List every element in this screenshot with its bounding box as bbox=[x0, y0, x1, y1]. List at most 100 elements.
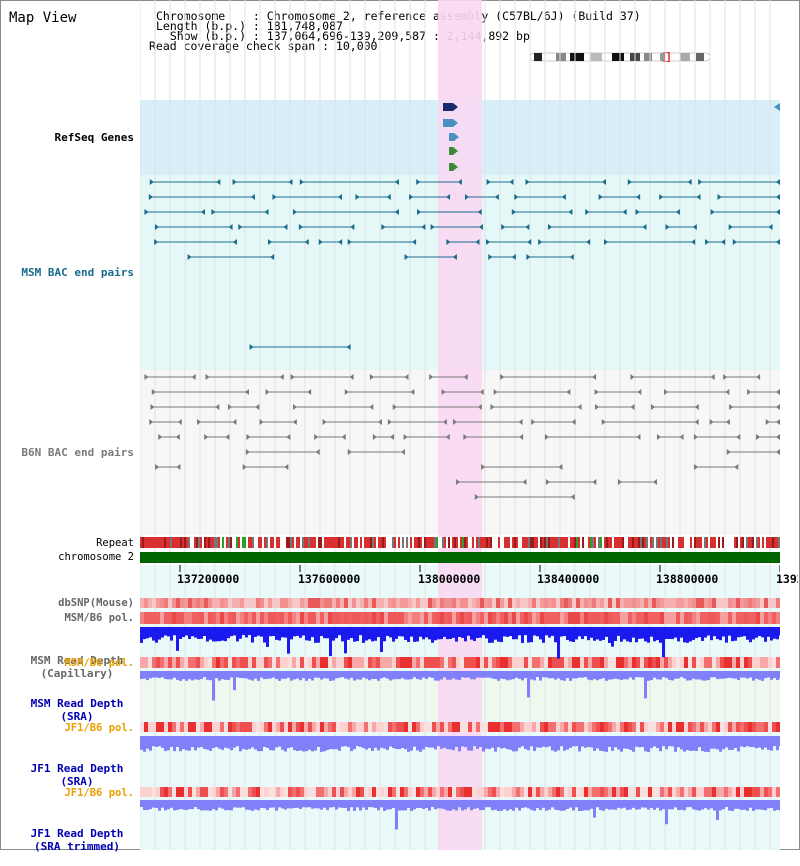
b6n-bac-label: B6N BAC end pairs bbox=[21, 446, 134, 459]
msm-bac-end bbox=[692, 224, 697, 230]
jf1-sra-trimmed-depth-bar bbox=[179, 800, 182, 810]
b6n-bac-end bbox=[479, 389, 484, 395]
repeat-segment bbox=[324, 537, 326, 548]
msm-capillary-depth-bar bbox=[272, 627, 275, 637]
msm-b6-pol-cell bbox=[532, 657, 536, 668]
jf1-sra-trimmed-depth-bar bbox=[674, 800, 677, 808]
jf1-b6-pol-cell bbox=[236, 787, 240, 797]
msm-b6-pol-cell bbox=[520, 612, 524, 624]
repeat-segment bbox=[456, 537, 458, 548]
repeat-segment bbox=[480, 537, 482, 548]
msm-sra-depth-bar bbox=[629, 671, 632, 678]
msm-capillary-depth-bar bbox=[587, 627, 590, 641]
jf1-sra-trimmed-depth-bar bbox=[767, 800, 770, 809]
jf1-b6-pol-cell bbox=[572, 722, 576, 732]
jf1-sra-trimmed-depth-bar bbox=[329, 800, 332, 808]
msm-b6-pol-cell bbox=[752, 612, 756, 624]
repeat-segment bbox=[358, 537, 360, 548]
msm-bac-end bbox=[238, 224, 243, 230]
jf1-b6-pol-cell bbox=[312, 722, 316, 732]
jf1-b6-pol-cell bbox=[196, 722, 200, 732]
jf1-b6-pol-cell bbox=[572, 787, 576, 797]
jf1-sra-depth-bar bbox=[296, 736, 299, 751]
msm-b6-pol-cell bbox=[544, 612, 548, 624]
jf1-sra-trimmed-depth-bar bbox=[590, 800, 593, 809]
jf1-sra-trimmed-depth-bar bbox=[509, 800, 512, 810]
repeat-segment bbox=[688, 537, 690, 548]
msm-sra-depth-bar bbox=[599, 671, 602, 680]
dbsnp-density-cell bbox=[448, 598, 452, 608]
dbsnp-density-cell bbox=[744, 598, 748, 608]
msm-b6-pol-cell bbox=[620, 612, 624, 624]
msm-capillary-depth-bar bbox=[581, 627, 584, 640]
jf1-b6-pol-cell bbox=[728, 787, 732, 797]
jf1-sra-depth-bar bbox=[653, 736, 656, 747]
b6n-bac-end bbox=[694, 464, 699, 470]
msm-sra-depth-bar bbox=[323, 671, 326, 679]
msm-sra-depth-bar bbox=[314, 671, 317, 678]
jf1-sra-depth-bar bbox=[737, 736, 740, 752]
jf1-sra-trimmed-depth-bar bbox=[302, 800, 305, 808]
jf1-sra-trimmed-depth-bar bbox=[689, 800, 692, 808]
genome-track-viewer[interactable] bbox=[140, 0, 780, 850]
jf1-sra-trimmed-depth-bar bbox=[146, 800, 149, 811]
repeat-segment bbox=[546, 537, 548, 548]
dbsnp-density-cell bbox=[244, 598, 248, 608]
jf1-sra-trimmed-depth-bar bbox=[296, 800, 299, 808]
b6n-bac-end bbox=[286, 434, 291, 440]
jf1-sra-depth-bar bbox=[704, 736, 707, 752]
repeat-segment bbox=[726, 537, 728, 548]
msm-capillary-depth-bar bbox=[413, 627, 416, 642]
dbsnp-density-cell bbox=[468, 598, 472, 608]
jf1-sra-depth-bar bbox=[221, 736, 224, 750]
b6n-bac-end bbox=[570, 494, 575, 500]
msm-b6-pol-cell bbox=[556, 612, 560, 624]
msm-sra-depth-bar bbox=[689, 671, 692, 681]
jf1-b6-pol-cell bbox=[476, 722, 480, 732]
b6n-bac-end bbox=[522, 479, 527, 485]
jf1-b6-pol-cell bbox=[432, 787, 436, 797]
msm-b6-pol-cell bbox=[332, 657, 336, 668]
msm-bac-end bbox=[475, 239, 480, 245]
msm-b6-pol-cell bbox=[284, 612, 288, 624]
jf1-b6-pol-cell bbox=[176, 787, 180, 797]
repeat-segment bbox=[322, 537, 324, 548]
repeat-segment bbox=[576, 537, 578, 548]
dbsnp-density-cell bbox=[420, 598, 424, 608]
jf1-b6-pol-cell bbox=[724, 722, 728, 732]
jf1-b6-pol-cell bbox=[236, 722, 240, 732]
jf1-sra-depth-bar bbox=[644, 736, 647, 752]
jf1-b6-pol-cell bbox=[216, 787, 220, 797]
jf1-sra-depth-bar bbox=[359, 736, 362, 747]
jf1-sra-trimmed-depth-bar bbox=[599, 800, 602, 811]
repeat-segment bbox=[388, 537, 390, 548]
msm-sra-depth-bar bbox=[713, 671, 716, 678]
msm-b6-pol-cell bbox=[164, 657, 168, 668]
jf1-sra-trimmed-depth-bar bbox=[644, 800, 647, 808]
msm-sra-depth-bar bbox=[515, 671, 518, 678]
repeat-segment bbox=[140, 537, 142, 548]
dbsnp-density-cell bbox=[564, 598, 568, 608]
jf1-b6-pol-cell bbox=[620, 722, 624, 732]
repeat-segment bbox=[562, 537, 564, 548]
b6n-bac-end bbox=[776, 434, 780, 440]
jf1-b6-pol-cell bbox=[140, 787, 144, 797]
jf1-sra-trimmed-depth-bar bbox=[527, 800, 530, 809]
jf1-sra-trimmed-depth-bar bbox=[359, 800, 362, 811]
msm-b6-pol-cell bbox=[336, 657, 340, 668]
jf1-sra-depth-bar bbox=[188, 736, 191, 751]
jf1-sra-depth-bar bbox=[743, 736, 746, 748]
dbsnp-density-cell bbox=[688, 598, 692, 608]
axis-tick-label: 137600000 bbox=[298, 572, 361, 586]
msm-capillary-depth-bar bbox=[431, 627, 434, 643]
jf1-b6-pol-cell bbox=[484, 722, 488, 732]
msm-sra-depth-bar bbox=[149, 671, 152, 679]
jf1-b6-pol-cell bbox=[356, 722, 360, 732]
dbsnp-density-cell bbox=[736, 598, 740, 608]
jf1-sra-trimmed-depth-bar bbox=[332, 800, 335, 808]
msm-b6-pol-cell bbox=[612, 612, 616, 624]
jf1-b6-pol-cell bbox=[768, 722, 772, 732]
jf1-sra-depth-bar bbox=[272, 736, 275, 751]
msm-b6-pol-cell bbox=[144, 657, 148, 668]
msm-b6-pol-cell bbox=[436, 657, 440, 668]
